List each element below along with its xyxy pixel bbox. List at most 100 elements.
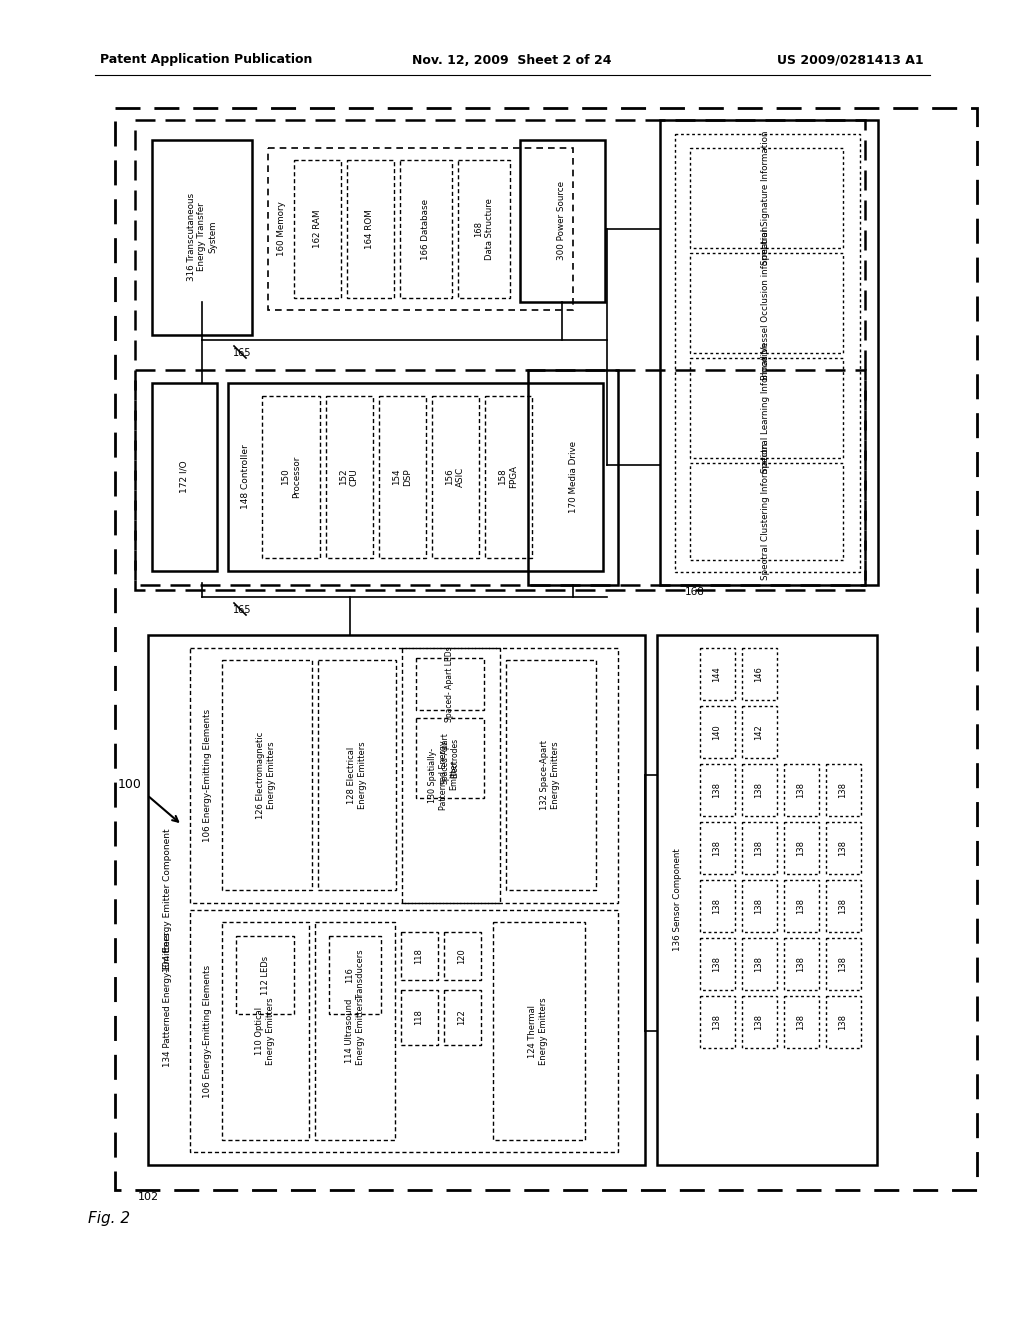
- Text: Spaced- Apart LEDs: Spaced- Apart LEDs: [445, 647, 455, 722]
- Text: 172 I/O: 172 I/O: [179, 461, 188, 494]
- Text: Fig. 2: Fig. 2: [88, 1210, 130, 1225]
- Bar: [416, 718, 484, 799]
- Bar: [784, 939, 819, 990]
- Bar: [444, 932, 481, 979]
- Bar: [690, 358, 843, 458]
- Bar: [826, 880, 861, 932]
- Bar: [444, 990, 481, 1045]
- Text: 124 Thermal
Energy Emitters: 124 Thermal Energy Emitters: [528, 997, 548, 1065]
- Bar: [152, 383, 217, 572]
- Bar: [493, 921, 585, 1140]
- Bar: [784, 880, 819, 932]
- Bar: [742, 706, 777, 758]
- Text: 138: 138: [755, 898, 764, 913]
- Bar: [152, 140, 252, 335]
- Text: 138: 138: [839, 840, 848, 855]
- Text: 138: 138: [839, 1014, 848, 1030]
- Bar: [318, 660, 396, 890]
- Text: 166 Database: 166 Database: [422, 198, 430, 260]
- Text: 138: 138: [797, 956, 806, 972]
- Bar: [190, 648, 618, 903]
- Text: 164 ROM: 164 ROM: [366, 209, 375, 249]
- Bar: [700, 880, 735, 932]
- Bar: [222, 921, 309, 1140]
- Text: Spaced-Apart
Electrodes: Spaced-Apart Electrodes: [440, 733, 460, 784]
- Text: 138: 138: [713, 898, 722, 913]
- Text: 138: 138: [839, 781, 848, 799]
- Text: 165: 165: [232, 605, 251, 615]
- Bar: [826, 939, 861, 990]
- Text: 138: 138: [755, 840, 764, 855]
- Bar: [700, 648, 735, 700]
- Text: 142: 142: [755, 725, 764, 741]
- Text: Patent Application Publication: Patent Application Publication: [100, 54, 312, 66]
- Bar: [135, 120, 865, 590]
- Bar: [700, 822, 735, 874]
- Bar: [402, 648, 500, 903]
- Text: 138: 138: [839, 898, 848, 913]
- Text: 120: 120: [458, 948, 467, 964]
- Text: 160 Memory: 160 Memory: [278, 202, 287, 256]
- Bar: [742, 880, 777, 932]
- Bar: [222, 660, 312, 890]
- Text: 110 Optical
Energy Emitters: 110 Optical Energy Emitters: [255, 997, 274, 1065]
- Text: 162 RAM: 162 RAM: [312, 210, 322, 248]
- Bar: [742, 822, 777, 874]
- Bar: [506, 660, 596, 890]
- Text: 168
Data Structure: 168 Data Structure: [474, 198, 494, 260]
- Text: 158
FPGA: 158 FPGA: [499, 466, 518, 488]
- Bar: [326, 396, 373, 558]
- Bar: [432, 396, 479, 558]
- Bar: [784, 997, 819, 1048]
- Text: 100: 100: [118, 779, 142, 792]
- Text: 152
CPU: 152 CPU: [339, 469, 358, 486]
- Text: 128 Electrical
Energy Emitters: 128 Electrical Energy Emitters: [347, 742, 367, 809]
- Bar: [700, 997, 735, 1048]
- Bar: [268, 148, 573, 310]
- Bar: [826, 764, 861, 816]
- Text: 170 Media Drive: 170 Media Drive: [568, 441, 578, 513]
- Text: 138: 138: [797, 781, 806, 799]
- Text: 134 Patterned Energy-Emitters: 134 Patterned Energy-Emitters: [164, 932, 172, 1068]
- Bar: [784, 822, 819, 874]
- Bar: [742, 764, 777, 816]
- Bar: [657, 635, 877, 1166]
- Text: 112 LEDs: 112 LEDs: [260, 956, 269, 994]
- Text: 130 Spatially-
Patterned Energy
Emitter: 130 Spatially- Patterned Energy Emitter: [428, 741, 458, 809]
- Bar: [784, 764, 819, 816]
- Bar: [700, 764, 735, 816]
- Text: Spectral Signature Information: Spectral Signature Information: [762, 131, 770, 265]
- Text: 118: 118: [415, 1008, 424, 1024]
- Text: 138: 138: [713, 840, 722, 855]
- Text: 138: 138: [755, 781, 764, 799]
- Bar: [742, 997, 777, 1048]
- Bar: [228, 383, 603, 572]
- Bar: [115, 108, 977, 1191]
- Bar: [379, 396, 426, 558]
- Text: Nov. 12, 2009  Sheet 2 of 24: Nov. 12, 2009 Sheet 2 of 24: [413, 54, 611, 66]
- Bar: [294, 160, 341, 298]
- Bar: [400, 160, 452, 298]
- Text: 126 Electromagnetic
Energy Emitters: 126 Electromagnetic Energy Emitters: [256, 731, 275, 818]
- Bar: [690, 148, 843, 248]
- Bar: [742, 939, 777, 990]
- Text: 116
Transducers: 116 Transducers: [345, 949, 365, 1001]
- Text: 138: 138: [713, 956, 722, 972]
- Bar: [528, 370, 618, 585]
- Text: 156
ASIC: 156 ASIC: [445, 467, 465, 487]
- Text: 138: 138: [755, 956, 764, 972]
- Text: 104 Energy Emitter Component: 104 Energy Emitter Component: [164, 828, 172, 972]
- Text: 106 Energy-Emitting Elements: 106 Energy-Emitting Elements: [204, 709, 213, 842]
- Text: 138: 138: [797, 1014, 806, 1030]
- Bar: [236, 936, 294, 1014]
- Bar: [416, 657, 484, 710]
- Text: 146: 146: [755, 667, 764, 682]
- Bar: [135, 370, 865, 585]
- Bar: [148, 635, 645, 1166]
- Text: 316 Transcutaneous
Energy Transfer
System: 316 Transcutaneous Energy Transfer Syste…: [187, 193, 217, 281]
- Bar: [742, 648, 777, 700]
- Text: 114 Ultrasound
Energy Emitters: 114 Ultrasound Energy Emitters: [345, 997, 365, 1065]
- Text: 140: 140: [713, 725, 722, 741]
- Bar: [700, 939, 735, 990]
- Text: 138: 138: [755, 1014, 764, 1030]
